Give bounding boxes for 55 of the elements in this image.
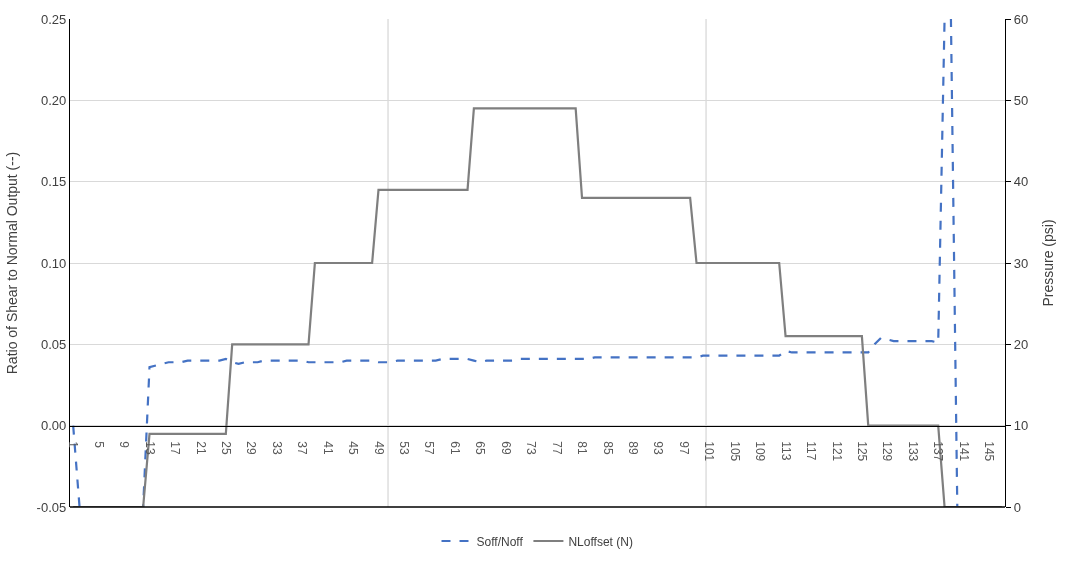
x-tick-label: 85 — [600, 441, 615, 455]
y-tick-label: 0.05 — [40, 336, 67, 352]
y2-tick-label: 60 — [1013, 11, 1029, 27]
x-tick-label: 145 — [982, 441, 997, 462]
x-tick-label: 97 — [676, 441, 691, 455]
x-tick-label: 29 — [244, 441, 259, 455]
x-tick-label: 89 — [626, 441, 641, 455]
y-tick-label: 0.10 — [40, 255, 67, 271]
x-tick-label: 65 — [473, 441, 488, 455]
y2-tick-label: 10 — [1013, 418, 1029, 434]
x-tick-label: 81 — [575, 441, 590, 455]
x-tick-label: 25 — [218, 441, 233, 455]
x-tick-label: 117 — [804, 441, 819, 461]
x-tick-label: 45 — [346, 441, 361, 455]
x-tick-label: 49 — [371, 441, 386, 455]
y2-axis-title: Pressure (psi) — [1039, 219, 1056, 307]
y-tick-label: 0.20 — [40, 92, 67, 108]
x-tick-label: 53 — [397, 441, 412, 455]
x-tick-label: 21 — [193, 441, 208, 455]
x-tick-label: 129 — [880, 441, 895, 462]
y-tick-label: 0.15 — [40, 174, 67, 190]
x-tick-label: 141 — [956, 441, 971, 462]
x-tick-label: 101 — [702, 441, 717, 462]
y2-tick-label: 0 — [1013, 499, 1021, 515]
x-tick-label: 13 — [142, 441, 157, 455]
legend-label: Soff/Noff — [476, 534, 524, 549]
x-tick-label: 9 — [117, 441, 132, 449]
x-tick-label: 121 — [829, 441, 844, 462]
x-tick-label: 77 — [549, 441, 564, 455]
y-tick-label: 0.25 — [40, 11, 67, 27]
x-tick-label: 113 — [778, 441, 793, 461]
y-tick-label: -0.05 — [36, 499, 67, 515]
x-tick-label: 37 — [295, 441, 310, 455]
x-tick-label: 5 — [91, 441, 106, 449]
x-tick-label: 133 — [905, 441, 920, 462]
y2-tick-label: 50 — [1013, 92, 1029, 108]
legend-label: NLoffset (N) — [568, 534, 633, 549]
y2-tick-label: 30 — [1013, 255, 1029, 271]
x-tick-label: 33 — [269, 441, 284, 455]
y-tick-label: 0.00 — [40, 418, 67, 434]
x-tick-label: 105 — [727, 441, 742, 462]
x-tick-label: 109 — [753, 441, 768, 462]
x-tick-label: 73 — [524, 441, 539, 455]
x-tick-label: 1 — [66, 441, 81, 449]
y2-tick-label: 20 — [1013, 336, 1029, 352]
x-tick-label: 125 — [854, 441, 869, 462]
x-tick-label: 41 — [320, 441, 335, 455]
x-tick-label: 137 — [931, 441, 946, 462]
x-tick-label: 61 — [447, 441, 462, 455]
x-tick-label: 69 — [498, 441, 513, 455]
x-tick-label: 57 — [422, 441, 437, 455]
y2-tick-label: 40 — [1013, 174, 1029, 190]
x-tick-label: 17 — [168, 441, 183, 455]
y-axis-title: Ratio of Shear to Normal Output (--) — [4, 151, 21, 375]
x-tick-label: 93 — [651, 441, 666, 455]
